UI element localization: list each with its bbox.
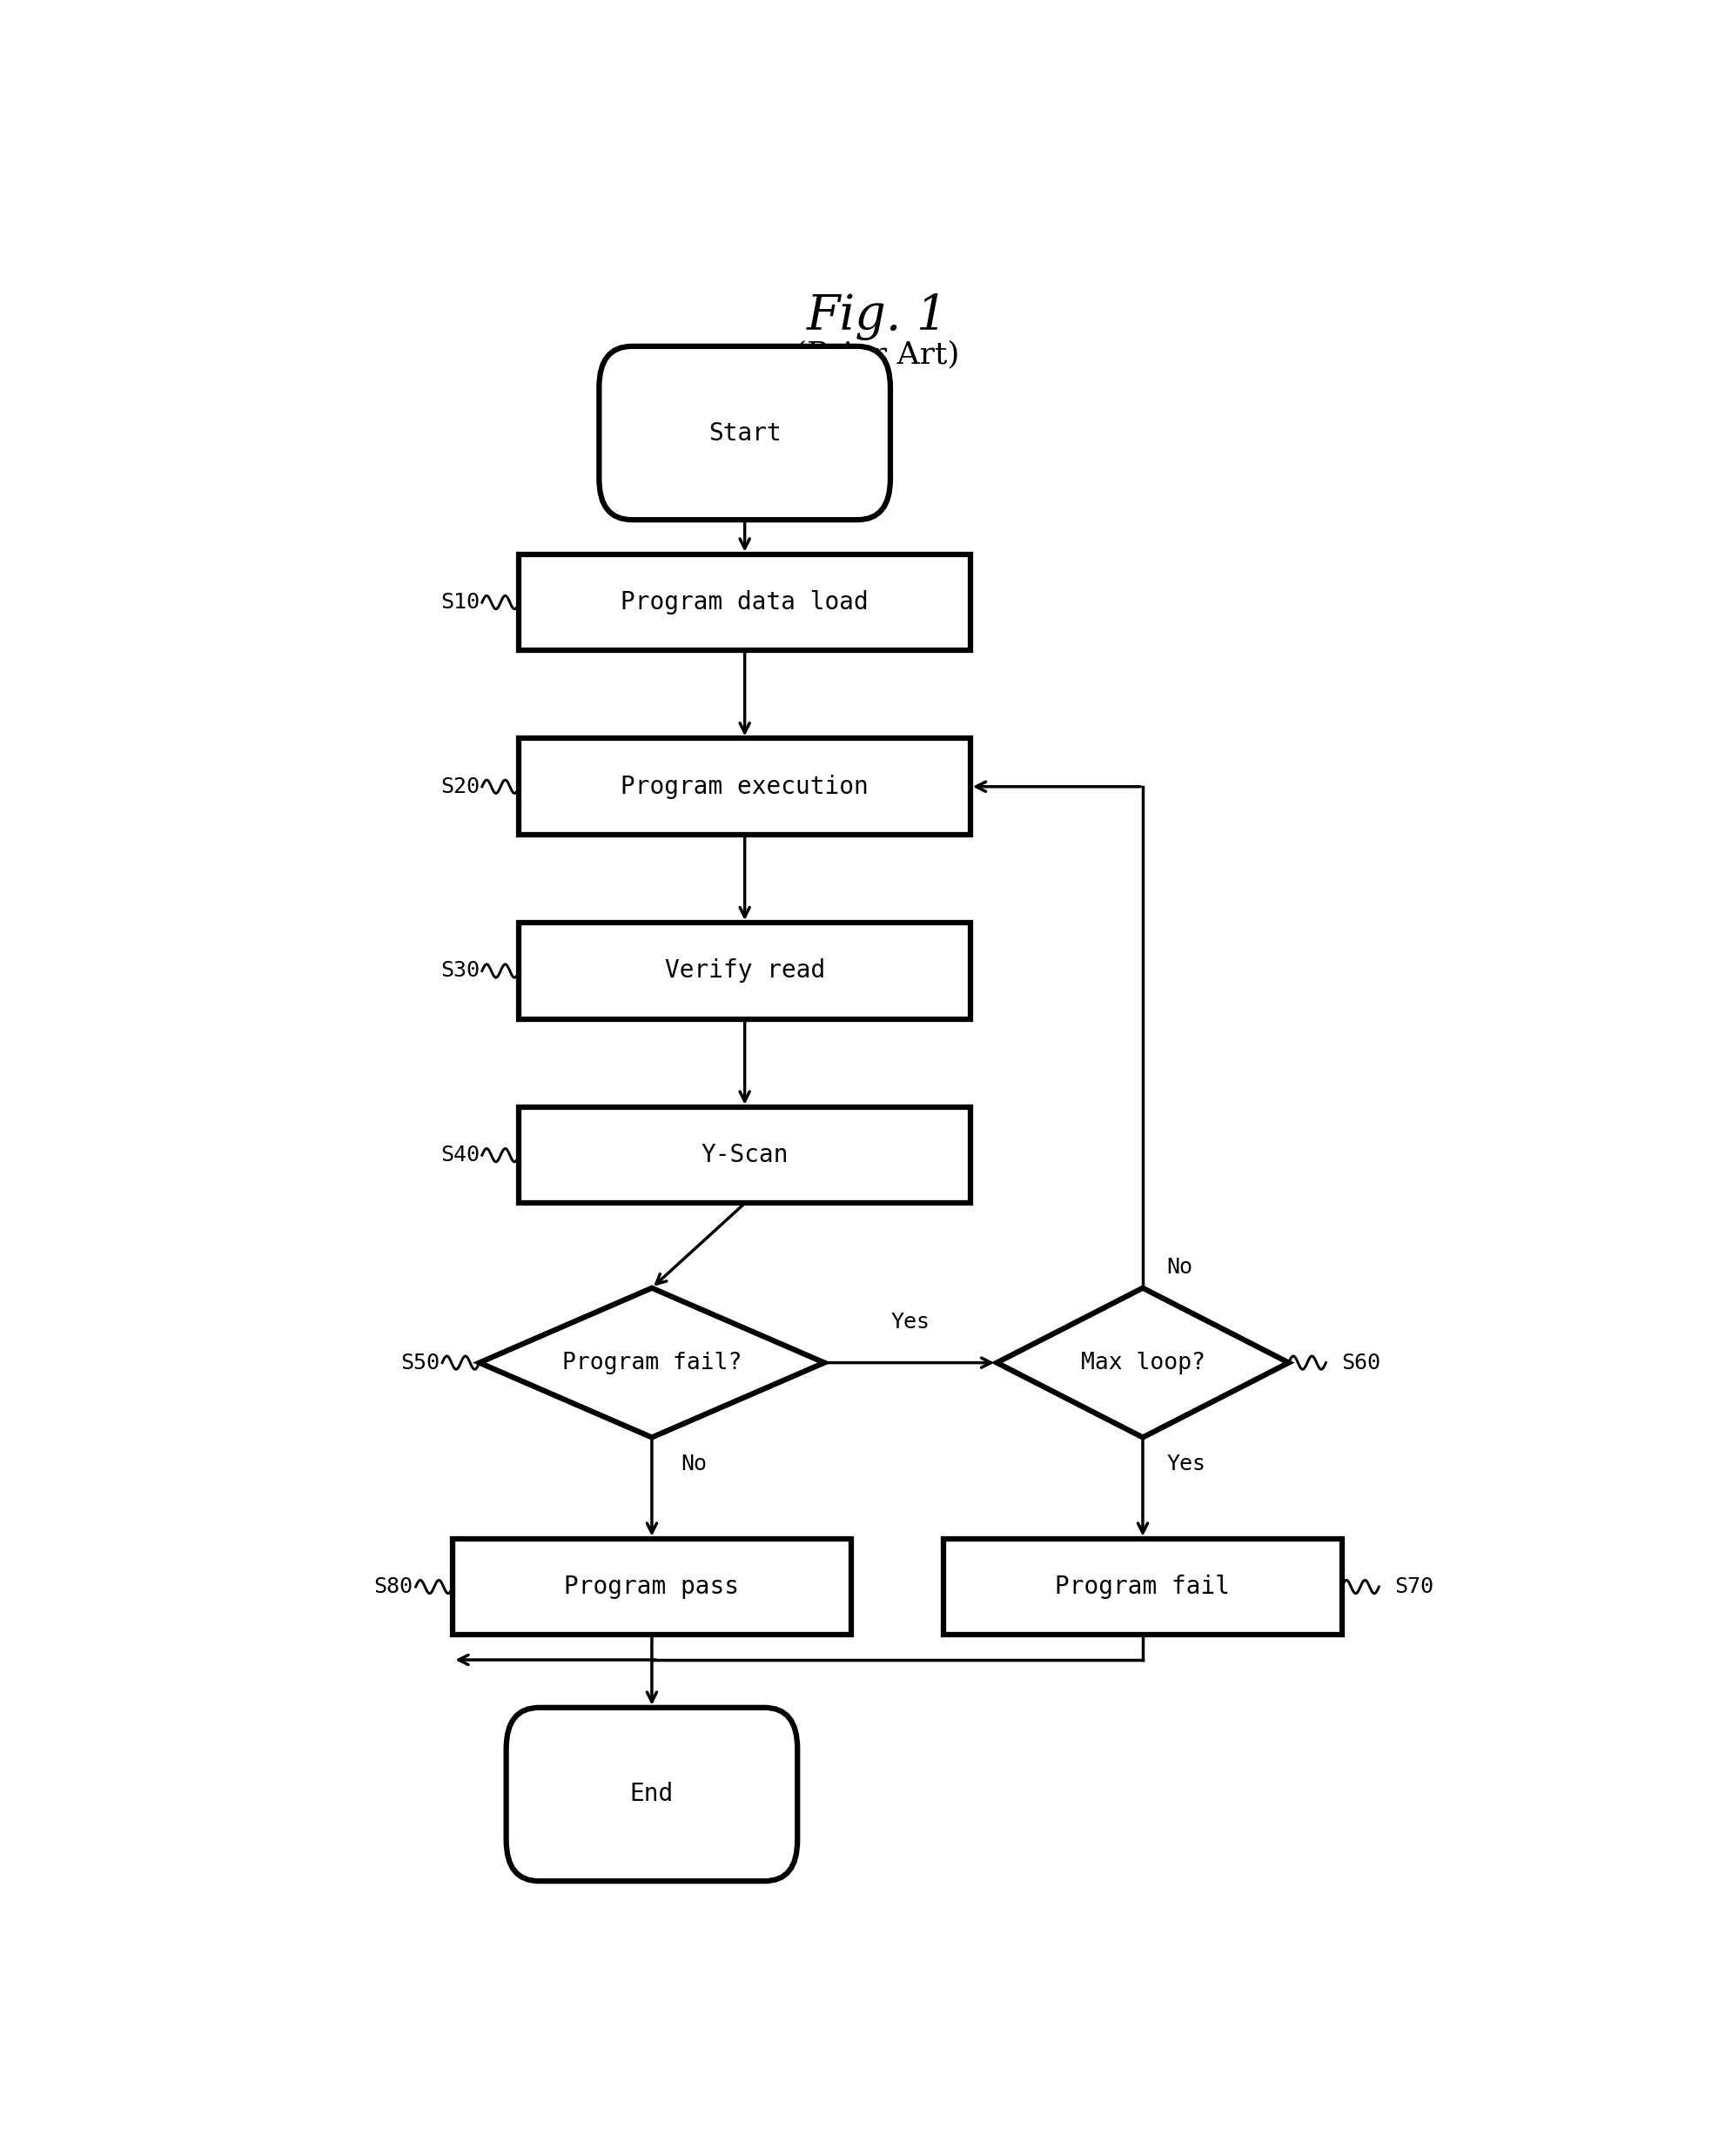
Text: S70: S70 [1395,1576,1435,1598]
Polygon shape [996,1287,1289,1438]
Bar [943,1539,1342,1634]
FancyBboxPatch shape [507,1708,798,1880]
Text: Start: Start [709,420,781,446]
Text: S40: S40 [440,1145,479,1166]
Text: Program data load: Program data load [621,591,868,614]
Bar [519,1106,971,1203]
Text: S60: S60 [1342,1352,1382,1373]
Text: Yes: Yes [890,1313,930,1332]
Text: Yes: Yes [1166,1453,1205,1475]
FancyBboxPatch shape [599,347,890,520]
Text: Program fail: Program fail [1055,1574,1231,1600]
Text: S20: S20 [440,776,479,798]
Bar [519,923,971,1020]
Text: S10: S10 [440,593,479,612]
Text: S80: S80 [373,1576,413,1598]
Polygon shape [479,1287,825,1438]
Bar [519,740,971,834]
Text: S50: S50 [401,1352,440,1373]
Text: No: No [681,1453,707,1475]
Text: Verify read: Verify read [664,959,825,983]
Text: Program execution: Program execution [621,774,868,800]
Text: Max loop?: Max loop? [1080,1352,1205,1373]
Bar [519,554,971,651]
Text: End: End [630,1783,675,1807]
Text: No: No [1166,1257,1193,1279]
Text: Program pass: Program pass [565,1574,740,1600]
Text: Program fail?: Program fail? [562,1352,741,1373]
Bar [452,1539,851,1634]
Text: Fig. 1: Fig. 1 [806,293,948,341]
Text: S30: S30 [440,959,479,981]
Text: Y-Scan: Y-Scan [700,1143,789,1166]
Text: (Prior Art): (Prior Art) [794,341,960,371]
